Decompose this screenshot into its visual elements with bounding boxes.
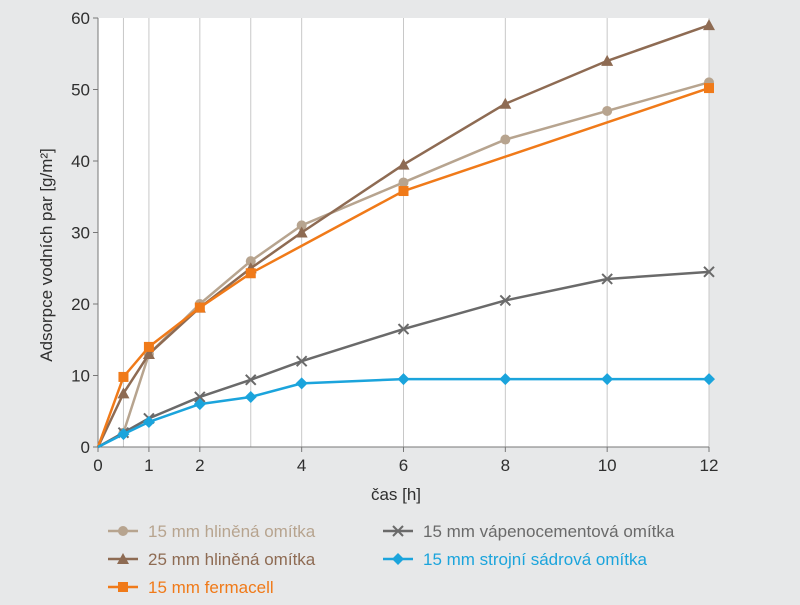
data-point	[399, 177, 409, 187]
data-point	[246, 268, 256, 278]
legend-item: 15 mm fermacell	[108, 578, 274, 597]
y-tick-label: 30	[71, 224, 90, 243]
y-tick-label: 50	[71, 81, 90, 100]
data-point	[195, 303, 205, 313]
y-tick-label: 20	[71, 295, 90, 314]
legend-label: 15 mm hliněná omítka	[148, 522, 316, 541]
x-tick-label: 4	[297, 456, 306, 475]
y-axis-title: Adsorpce vodních par [g/m²]	[37, 148, 56, 362]
legend-label: 15 mm fermacell	[148, 578, 274, 597]
y-tick-label: 10	[71, 367, 90, 386]
legend-label: 15 mm strojní sádrová omítka	[423, 550, 647, 569]
data-point	[118, 372, 128, 382]
legend-item: 15 mm hliněná omítka	[108, 522, 316, 541]
data-point	[704, 83, 714, 93]
y-tick-label: 60	[71, 9, 90, 28]
x-tick-label: 2	[195, 456, 204, 475]
legend-item: 15 mm vápenocementová omítka	[383, 522, 675, 541]
data-point	[144, 342, 154, 352]
y-tick-label: 0	[81, 438, 90, 457]
data-point	[500, 135, 510, 145]
legend-label: 25 mm hliněná omítka	[148, 550, 316, 569]
legend-item: 15 mm strojní sádrová omítka	[383, 550, 647, 569]
x-tick-label: 12	[700, 456, 719, 475]
x-tick-label: 10	[598, 456, 617, 475]
legend-item: 25 mm hliněná omítka	[108, 550, 316, 569]
x-tick-label: 6	[399, 456, 408, 475]
data-point	[392, 553, 404, 565]
data-point	[118, 526, 128, 536]
legend-label: 15 mm vápenocementová omítka	[423, 522, 675, 541]
data-point	[118, 582, 128, 592]
x-tick-label: 0	[93, 456, 102, 475]
x-axis-title: čas [h]	[371, 485, 421, 504]
x-tick-label: 8	[501, 456, 510, 475]
y-tick-label: 40	[71, 152, 90, 171]
data-point	[602, 106, 612, 116]
x-tick-label: 1	[144, 456, 153, 475]
data-point	[399, 186, 409, 196]
legend: 15 mm hliněná omítka 15 mm vápenocementov…	[108, 522, 675, 597]
